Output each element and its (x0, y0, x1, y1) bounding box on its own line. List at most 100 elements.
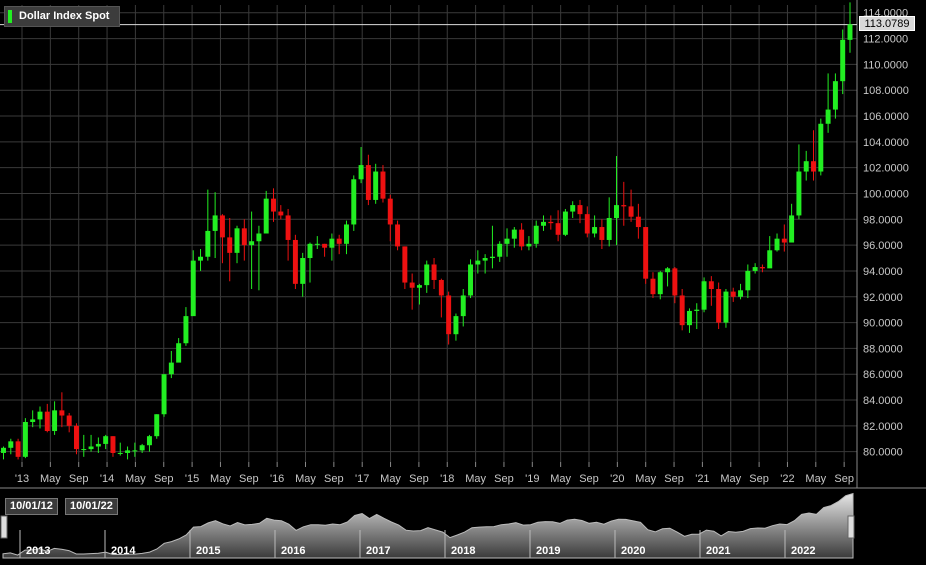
candle-body (599, 227, 605, 240)
candle-body (409, 282, 415, 288)
candle-body (300, 258, 306, 284)
candle-body (365, 165, 371, 200)
candle-body (52, 410, 58, 432)
candle-body (219, 215, 225, 238)
x-tick-label: May (550, 473, 571, 485)
candle-body (679, 295, 685, 326)
candle-body (803, 161, 809, 172)
y-tick-label: 80.0000 (863, 447, 903, 459)
candle-body (796, 171, 802, 216)
navigator-handle-right[interactable] (847, 515, 855, 539)
y-tick-label: 94.0000 (863, 266, 903, 278)
x-tick-label: Sep (749, 473, 769, 485)
candle-body (59, 410, 65, 416)
candle-body (161, 374, 167, 415)
candle-body (482, 258, 488, 261)
candle-body (198, 256, 204, 261)
y-tick-label: 98.0000 (863, 214, 903, 226)
x-tick-label: Sep (409, 473, 429, 485)
candle-body (307, 243, 313, 259)
candle-body (292, 239, 298, 284)
candle-body (329, 238, 335, 248)
navigator-year-label: 2017 (366, 545, 390, 557)
x-tick-label: '22 (780, 473, 794, 485)
candle-body (657, 272, 663, 295)
candle-body (110, 436, 116, 453)
candle-body (395, 224, 401, 247)
candle-body (241, 228, 247, 246)
candle-body (66, 415, 72, 426)
candle-body (460, 295, 466, 317)
x-tick-label: May (720, 473, 741, 485)
candle-body (774, 238, 780, 251)
candle-body (606, 218, 612, 240)
candle-body (650, 278, 656, 295)
candle-body (351, 179, 357, 225)
candle-body (168, 362, 174, 375)
navigator-year-label: 2021 (706, 545, 730, 557)
candle-body (672, 268, 678, 296)
y-tick-label: 100.0000 (863, 188, 909, 200)
x-tick-label: May (635, 473, 656, 485)
candle-body (701, 281, 707, 310)
candle-body (343, 224, 349, 244)
x-tick-label: Sep (664, 473, 684, 485)
candle-body (847, 24, 853, 40)
candle-body (1, 447, 6, 453)
candle-body (643, 227, 649, 279)
navigator-handle-left[interactable] (0, 515, 8, 539)
x-tick-label: '18 (440, 473, 454, 485)
navigator-year-label: 2018 (451, 545, 475, 557)
candle-body (336, 238, 342, 244)
x-tick-label: Sep (494, 473, 514, 485)
candle-body (190, 260, 196, 317)
candle-body (628, 206, 634, 217)
range-start-chip[interactable]: 10/01/12 (5, 498, 58, 515)
candle-body (438, 279, 444, 296)
candle-body (621, 205, 627, 207)
candle-body (103, 436, 109, 444)
candle-body (416, 285, 422, 288)
candle-body (387, 198, 393, 225)
x-tick-label: May (210, 473, 231, 485)
x-tick-label: '14 (100, 473, 114, 485)
candle-body (555, 223, 561, 235)
x-tick-label: May (465, 473, 486, 485)
candle-body (548, 221, 554, 224)
candle-body (497, 243, 503, 257)
candle-body (584, 214, 590, 234)
x-tick-label: '17 (355, 473, 369, 485)
candle-body (519, 229, 525, 247)
range-end-chip[interactable]: 10/01/22 (65, 498, 118, 515)
navigator-year-label: 2015 (196, 545, 220, 557)
y-tick-label: 84.0000 (863, 395, 903, 407)
navigator-year-label: 2016 (281, 545, 305, 557)
candle-body (759, 267, 765, 269)
navigator-year-label: 2022 (791, 545, 815, 557)
x-tick-label: '21 (695, 473, 709, 485)
candle-body (154, 414, 160, 437)
x-tick-label: Sep (579, 473, 599, 485)
x-tick-label: '16 (270, 473, 284, 485)
navigator-area (2, 492, 854, 559)
y-tick-label: 86.0000 (863, 369, 903, 381)
x-tick-label: May (40, 473, 61, 485)
candle-body (614, 205, 619, 219)
candle-body (453, 316, 459, 335)
candle-body (468, 264, 474, 296)
candle-body (88, 446, 94, 450)
candle-body (22, 421, 28, 457)
candle-body (424, 264, 430, 286)
candle-body (256, 233, 262, 242)
candle-body (475, 260, 481, 265)
candle-body (752, 267, 758, 271)
candle-body (511, 229, 517, 239)
candle-body (358, 165, 364, 180)
candle-body (81, 449, 87, 451)
candle-body (373, 171, 379, 200)
y-tick-label: 110.0000 (863, 59, 908, 71)
candle-body (271, 198, 276, 212)
candle-body (730, 291, 736, 297)
candle-body (15, 441, 21, 457)
